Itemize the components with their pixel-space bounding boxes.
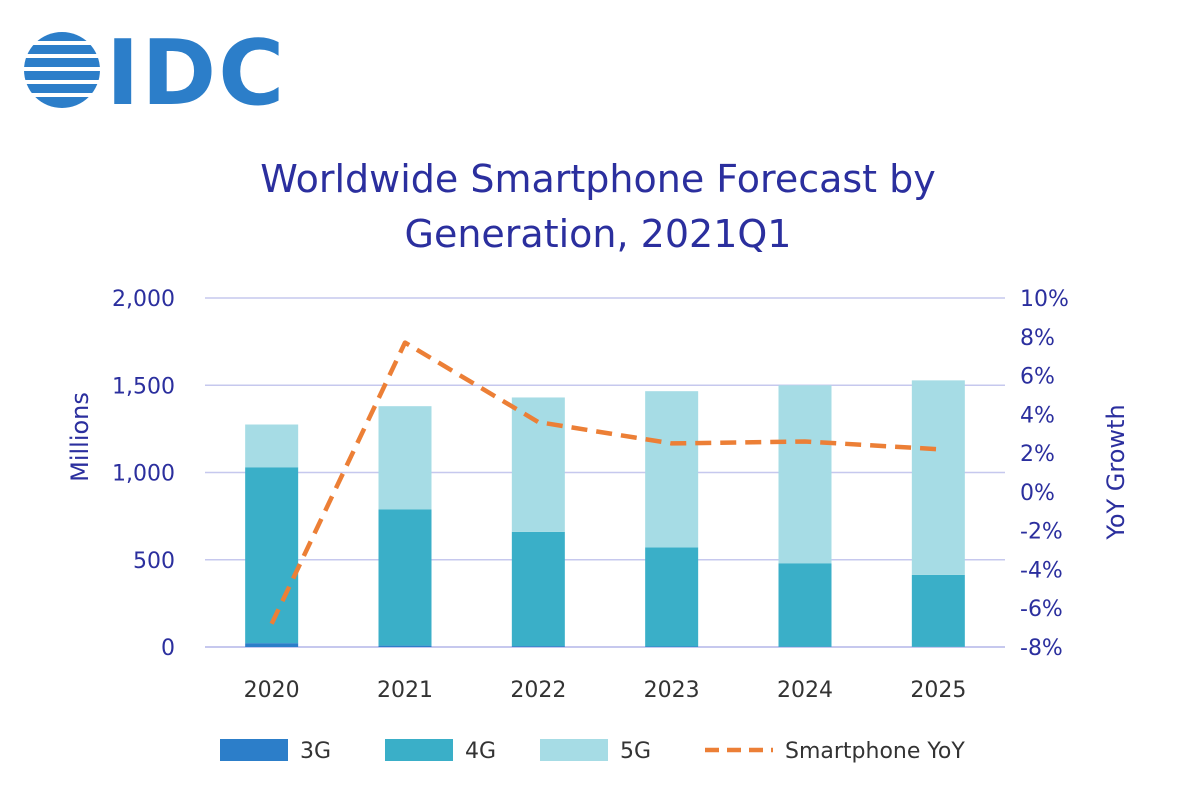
y2-tick-label: 0%: [1020, 481, 1055, 506]
y-tick-label: 1,500: [112, 374, 175, 399]
idc-logo: IDC: [20, 21, 286, 126]
y2-tick-label: -6%: [1020, 597, 1063, 622]
bars: [245, 380, 965, 647]
x-tick-label: 2023: [644, 678, 700, 703]
chart-title-line-2: Generation, 2021Q1: [405, 212, 792, 256]
chart-title-line-1: Worldwide Smartphone Forecast by: [260, 157, 936, 201]
legend-swatch-5g: [540, 739, 608, 761]
legend-label-3g: 3G: [300, 739, 331, 764]
bar-3g-2022: [512, 646, 565, 647]
y2-axis-title: YoY Growth: [1102, 404, 1130, 540]
legend-label-5g: 5G: [620, 739, 651, 764]
bar-5g-2024: [779, 385, 832, 563]
x-tick-label: 2024: [777, 678, 833, 703]
x-tick-label: 2025: [910, 678, 966, 703]
y2-tick-label: 4%: [1020, 403, 1055, 428]
bar-3g-2020: [245, 643, 298, 647]
bar-4g-2024: [779, 563, 832, 646]
y2-tick-label: -2%: [1020, 520, 1063, 545]
y-tick-label: 1,000: [112, 462, 175, 487]
y2-tick-label: -8%: [1020, 636, 1063, 661]
bar-4g-2022: [512, 532, 565, 646]
bar-5g-2023: [645, 391, 698, 547]
legend-swatch-3g: [220, 739, 288, 761]
y-axis-title: Millions: [66, 392, 94, 482]
legend: 3G 4G 5G Smartphone YoY: [220, 739, 965, 764]
legend-label-smartphone-yoy: Smartphone YoY: [785, 739, 965, 764]
y2-tick-label: 10%: [1020, 287, 1069, 312]
y2-tick-label: -4%: [1020, 558, 1063, 583]
y2-tick-label: 8%: [1020, 326, 1055, 351]
legend-label-4g: 4G: [465, 739, 496, 764]
bar-5g-2021: [379, 406, 432, 509]
logo-text: IDC: [106, 21, 286, 126]
legend-swatch-4g: [385, 739, 453, 761]
bar-4g-2020: [245, 467, 298, 643]
y-tick-label: 0: [161, 636, 175, 661]
x-tick-label: 2020: [244, 678, 300, 703]
bar-4g-2023: [645, 547, 698, 646]
y2-tick-label: 2%: [1020, 442, 1055, 467]
x-tick-label: 2022: [510, 678, 566, 703]
bar-3g-2021: [379, 646, 432, 647]
bar-5g-2025: [912, 380, 965, 575]
bar-3g-2023: [645, 646, 698, 647]
bar-5g-2022: [512, 397, 565, 531]
y2-tick-label: 6%: [1020, 365, 1055, 390]
bar-4g-2025: [912, 575, 965, 647]
gridlines: [205, 298, 1005, 647]
globe-icon: [20, 32, 104, 108]
y-tick-label: 2,000: [112, 287, 175, 312]
bar-4g-2021: [379, 509, 432, 645]
bar-5g-2020: [245, 425, 298, 468]
x-tick-label: 2021: [377, 678, 433, 703]
y-tick-label: 500: [133, 549, 175, 574]
